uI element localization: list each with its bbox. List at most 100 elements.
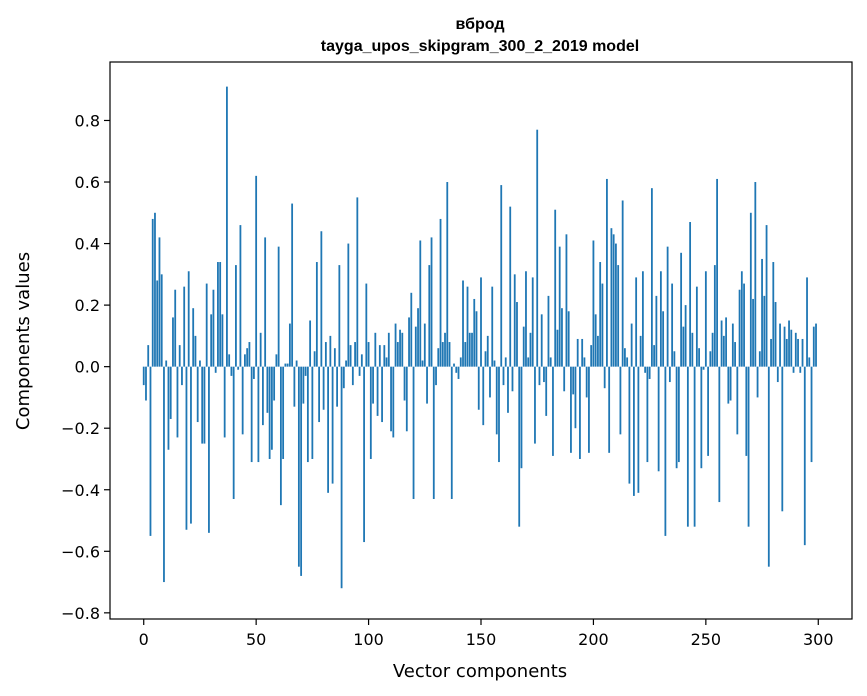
bar [367,342,370,367]
y-tick-label: −0.4 [61,481,100,500]
bar [671,283,674,367]
bar [740,271,743,367]
bar [266,366,269,413]
bar [223,366,226,438]
bar [698,348,700,367]
bar [291,203,294,367]
y-tick-label: −0.2 [61,419,100,438]
bar [217,262,219,367]
bar [774,302,777,367]
bar [300,366,303,576]
bar [196,366,199,423]
bar [390,366,392,432]
bar [151,218,154,367]
bar [426,366,428,404]
x-tick-label: 100 [353,630,384,649]
bar [711,332,714,367]
bar [493,360,496,367]
bar [662,311,665,367]
bar [538,366,541,386]
bar [347,243,350,367]
bar [657,366,660,472]
bar [320,231,323,367]
bar [423,323,426,367]
bar [374,332,377,367]
bar [309,320,312,367]
bar [176,366,179,438]
bar [700,366,703,469]
bar [408,317,410,367]
bar [194,335,197,367]
bar [244,354,246,367]
bar [464,342,467,367]
bar [610,228,613,367]
bar [275,354,278,367]
bar [403,366,406,401]
bar [583,357,586,367]
bar [709,351,712,367]
bar [333,348,336,367]
bar [212,289,215,367]
bar [165,360,168,367]
bar [504,357,507,367]
bar [156,280,159,367]
bar [230,366,233,376]
bar [185,366,188,530]
bar [147,345,150,367]
bar [419,240,422,367]
bar [489,366,491,398]
y-axis-label: Components values [13,252,34,430]
bar [588,366,590,453]
bar [338,265,341,367]
chart-subtitle: tayga_upos_skipgram_300_2_2019 model [321,38,639,55]
bar [322,366,325,410]
bar [689,222,692,367]
bar [192,308,195,367]
bar [378,345,381,367]
bar [149,366,152,536]
bar [219,262,222,367]
bar [630,323,633,367]
bar [435,366,437,386]
bar [763,295,766,367]
bar [684,305,687,367]
bar [262,366,264,426]
bar [646,366,649,463]
bar [522,326,525,367]
y-tick-label: 0.2 [75,296,100,315]
bar [394,323,397,367]
bar [707,366,709,456]
bar [549,357,552,367]
bar [579,366,581,459]
bar [810,366,813,463]
bar [475,311,478,367]
bar [680,252,683,367]
bar [401,332,404,367]
bar [336,366,338,407]
bar [259,332,262,367]
bar [246,348,249,367]
bar [257,366,260,463]
bar [482,366,485,426]
bar [677,366,680,463]
bar [201,366,204,444]
bar [250,366,253,463]
x-tick-label: 50 [246,630,266,649]
bar [765,225,768,367]
bar [718,366,721,503]
bar [702,366,705,370]
bar [365,283,368,367]
y-tick-label: 0.6 [75,173,100,192]
bar [264,237,267,367]
bar [617,265,620,367]
x-tick-label: 150 [466,630,497,649]
bar [351,366,354,386]
bar [304,366,307,376]
bar [237,366,240,370]
bar [561,308,563,367]
bar [421,360,424,367]
bar [794,332,797,367]
bar [576,338,579,367]
bar [558,246,561,367]
bar [574,366,577,429]
